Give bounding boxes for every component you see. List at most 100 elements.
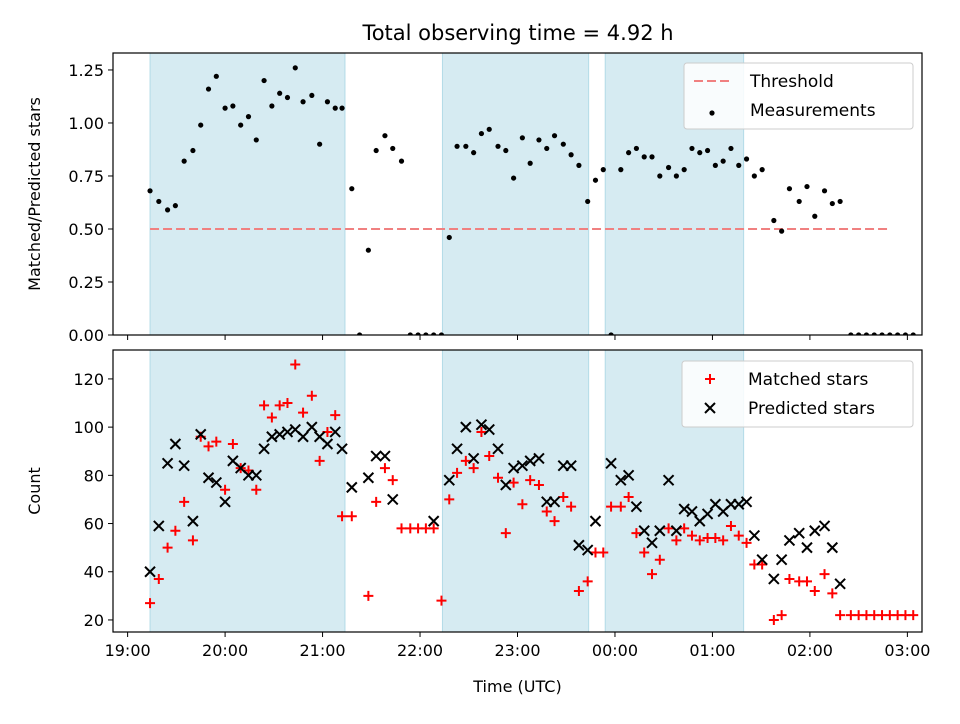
y-tick-label: 1.00: [68, 114, 104, 133]
measurement-point: [641, 154, 647, 160]
matched-stars-point: [694, 535, 705, 546]
matched-stars-point: [558, 492, 569, 503]
predicted-stars-point: [321, 438, 334, 450]
matched-stars-point: [654, 554, 665, 565]
y-tick-label: 0.75: [68, 167, 104, 186]
y-tick-label: 0.00: [68, 326, 104, 345]
predicted-stars-point: [768, 573, 780, 585]
matched-stars-point: [211, 436, 222, 447]
predicted-stars-point: [756, 553, 768, 566]
x-axis-label: Time (UTC): [472, 677, 561, 696]
measurement-point: [895, 332, 901, 335]
predicted-stars-point: [783, 534, 796, 547]
predicted-stars-point: [451, 443, 463, 455]
matched-stars-point: [170, 525, 181, 536]
matched-stars-point: [436, 595, 447, 606]
predicted-stars-point: [605, 457, 617, 469]
shaded-interval: [441, 52, 590, 336]
x-tick-label: 20:00: [202, 641, 248, 660]
matched-stars-point: [396, 523, 407, 534]
matched-stars-point: [493, 472, 504, 483]
measurement-point: [551, 133, 558, 139]
matched-stars-point: [631, 528, 642, 539]
matched-stars-point: [647, 569, 658, 580]
measurement-point: [689, 145, 695, 152]
y-tick-label: 0.25: [68, 273, 104, 292]
y-tick-label: 1.25: [68, 61, 104, 80]
y-tick-label: 20: [84, 611, 104, 630]
measurement-point: [446, 234, 452, 241]
x-tick-label: 21:00: [300, 641, 346, 660]
matched-stars-point: [162, 542, 173, 553]
predicted-stars-point: [589, 515, 602, 527]
legend-label: Threshold: [749, 72, 834, 92]
matched-stars-point: [615, 501, 626, 512]
measurement-point: [837, 198, 843, 205]
predicted-stars-point: [775, 553, 788, 566]
measurement-point: [349, 186, 355, 192]
predicted-stars-point: [524, 455, 536, 467]
matched-stars-point: [623, 492, 634, 503]
matched-stars-point: [428, 523, 439, 534]
measurement-point: [608, 332, 614, 335]
predicted-stars-point: [266, 431, 278, 443]
matched-stars-point: [718, 535, 729, 546]
predicted-stars-point: [507, 462, 520, 474]
predicted-stars-point: [370, 450, 382, 462]
matched-stars-point: [227, 439, 238, 449]
measurement-point: [829, 200, 835, 207]
predicted-stars-point: [686, 505, 698, 518]
predicted-stars-point: [826, 541, 839, 554]
x-tick-label: 23:00: [494, 641, 540, 660]
predicted-stars-point: [834, 578, 846, 590]
matched-stars-point: [686, 530, 697, 541]
predicted-stars-point: [336, 443, 348, 455]
measurement-point: [332, 105, 338, 111]
bottom-y-axis-label: Count: [25, 467, 44, 515]
measurement-point: [147, 188, 153, 194]
measurement-point: [657, 173, 663, 179]
x-tick-label: 02:00: [787, 641, 833, 660]
predicted-stars-point: [573, 539, 585, 551]
matched-stars-point: [582, 576, 593, 587]
measurement-point: [277, 90, 283, 96]
measurement-point: [856, 332, 862, 335]
matched-stars-point: [484, 451, 495, 462]
matched-stars-point: [179, 496, 190, 507]
measurement-point: [771, 217, 777, 224]
measurement-point: [238, 122, 244, 128]
matched-stars-point: [259, 400, 270, 411]
measurement-point: [871, 332, 877, 335]
matched-stars-point: [387, 475, 398, 486]
predicted-stars-point: [144, 566, 156, 578]
matched-stars-point: [757, 559, 768, 570]
matched-stars-point: [835, 610, 846, 621]
predicted-stars-point: [678, 503, 690, 515]
matched-stars-point: [371, 496, 382, 507]
legend-matched-swatch: [705, 374, 715, 384]
measurement-point: [339, 105, 345, 111]
predicted-stars-point: [748, 529, 761, 542]
measurement-point: [779, 228, 785, 234]
matched-stars-point: [525, 475, 536, 486]
predicted-stars-point: [638, 525, 650, 537]
legend-box: [681, 360, 914, 428]
measurement-point: [284, 94, 291, 101]
x-tick-label: 03:00: [884, 641, 930, 660]
y-tick-label: 100: [73, 418, 104, 437]
x-tick-label: 22:00: [397, 641, 443, 660]
matched-stars-point: [533, 479, 544, 490]
measurement-point: [486, 126, 492, 132]
predicted-stars-point: [740, 496, 753, 508]
measurement-point: [536, 137, 542, 143]
matched-stars-point: [768, 614, 779, 625]
predicted-stars-point: [801, 541, 813, 554]
matched-stars-point: [710, 533, 721, 543]
matched-stars-point: [725, 520, 736, 531]
measurement-point: [585, 198, 591, 205]
matched-stars-point: [337, 511, 348, 522]
matched-stars-point: [663, 523, 674, 534]
bottom-panel: 20 40 60 80 100 120 19:00 20:00 21:00 22:00 23:00 0…: [25, 349, 930, 696]
measurement-point: [382, 133, 388, 139]
